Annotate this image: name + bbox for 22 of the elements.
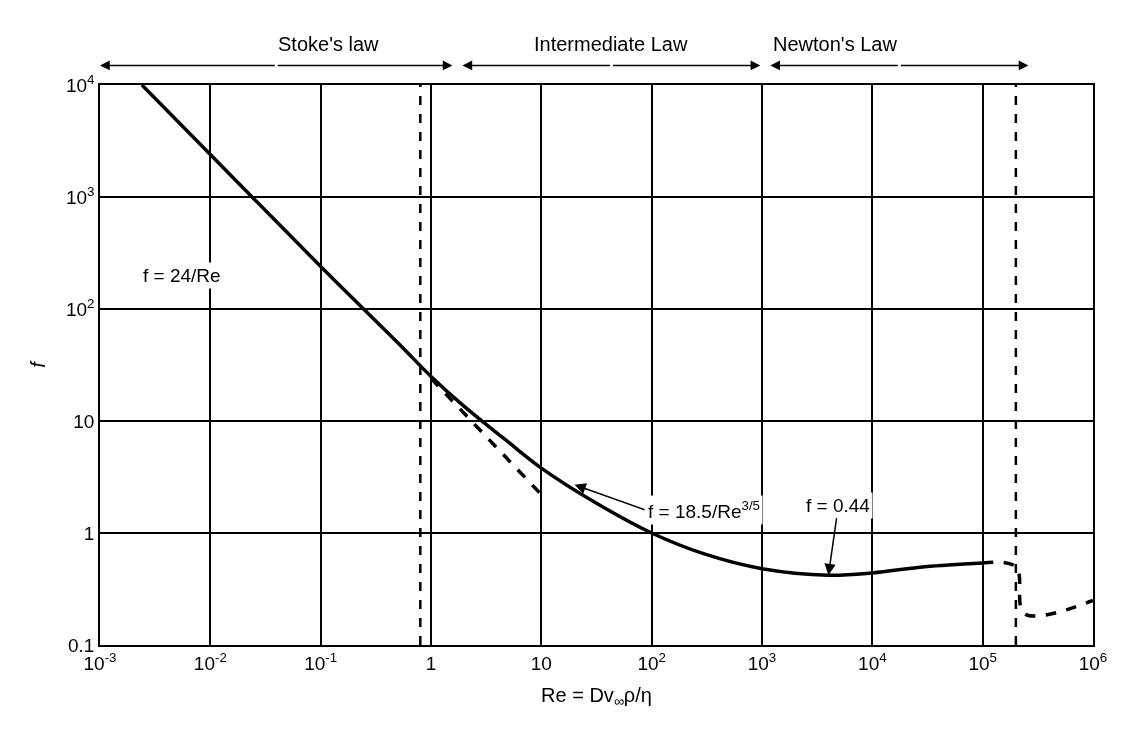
x-tick-label: 10$^{6}$ <box>1078 649 1108 674</box>
y-tick-label: 10$^{2}$ <box>65 295 95 320</box>
x-tick-label: 1 <box>425 652 437 674</box>
y-axis-title: f <box>26 359 49 368</box>
annotation: f = 18.5/Re$^{3/5}$ <box>648 498 760 522</box>
x-tick-label: 10$^{3}$ <box>747 649 777 674</box>
y-tick-label: 10$^{4}$ <box>65 71 95 96</box>
x-tick-label: 10$^{2}$ <box>637 649 666 674</box>
text: Intermediate Law <box>534 33 688 55</box>
annotation: f = 0.44 <box>806 495 871 516</box>
y-tick-label: 10$^{3}$ <box>65 183 95 208</box>
y-tick-label: 1 <box>83 522 95 544</box>
x-tick-label: 10$^{4}$ <box>858 649 887 674</box>
text: Newton's Law <box>773 33 898 55</box>
x-axis-title: Re = Dv$_{∞}$ρ/η <box>541 683 652 709</box>
x-tick-label: 10$^{5}$ <box>968 649 997 674</box>
y-tick-label: 10 <box>73 410 95 432</box>
x-tick-label: 10$^{-2}$ <box>193 649 227 674</box>
annotation: f = 24/Re <box>143 265 221 286</box>
text: Stoke's law <box>278 33 380 55</box>
x-tick-label: 10$^{-1}$ <box>304 649 338 674</box>
x-tick-label: 10 <box>530 652 552 674</box>
